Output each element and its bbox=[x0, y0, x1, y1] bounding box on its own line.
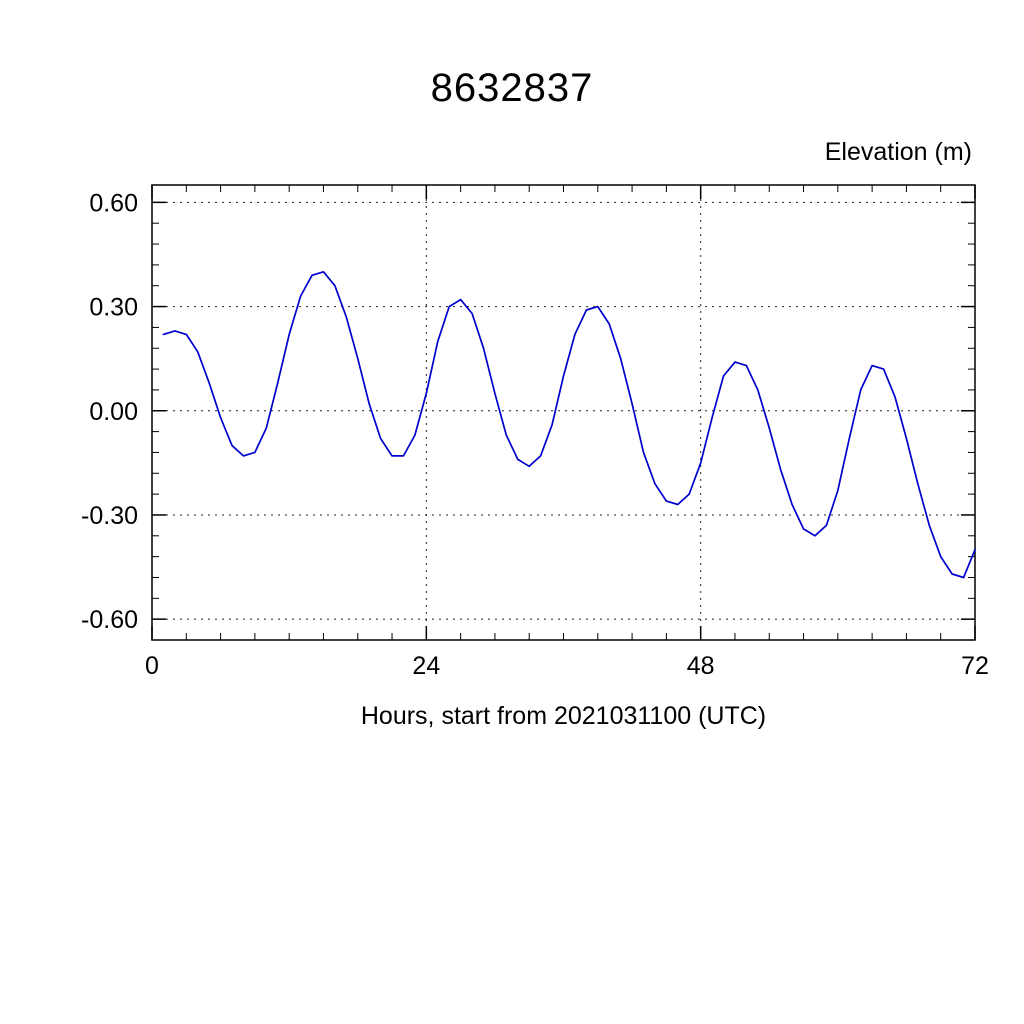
svg-text:0: 0 bbox=[145, 652, 159, 680]
x-axis-title: Hours, start from 2021031100 (UTC) bbox=[360, 702, 767, 730]
tide-elevation-chart: 0 24 48 72 0.60 0.30 0.00 -0.30 -0.60 bbox=[81, 184, 989, 680]
svg-text:0.00: 0.00 bbox=[89, 398, 138, 426]
svg-text:24: 24 bbox=[412, 652, 440, 680]
svg-text:72: 72 bbox=[961, 652, 989, 680]
svg-text:48: 48 bbox=[687, 652, 715, 680]
chart-title: 8632837 bbox=[430, 66, 594, 110]
svg-text:0.60: 0.60 bbox=[89, 189, 138, 217]
svg-text:0.30: 0.30 bbox=[89, 294, 138, 322]
y-axis-title: Elevation (m) bbox=[824, 138, 972, 166]
svg-text:-0.30: -0.30 bbox=[81, 502, 138, 530]
svg-text:-0.60: -0.60 bbox=[81, 606, 138, 634]
